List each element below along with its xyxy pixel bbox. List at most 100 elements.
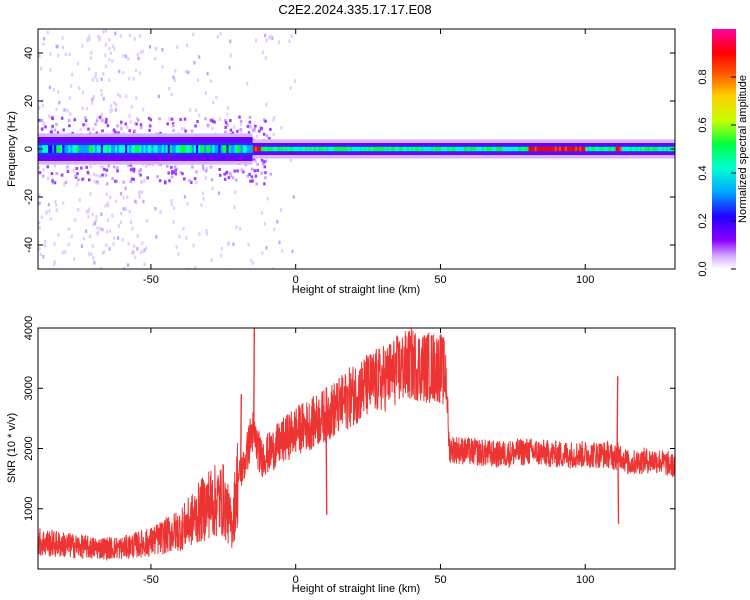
spectrogram-speckle — [182, 177, 186, 181]
spectrogram-speckle — [229, 128, 233, 132]
spectrogram-speckle — [56, 131, 60, 135]
spectrogram-speckle — [176, 45, 179, 49]
spectrogram-speckle — [211, 126, 214, 131]
band-core — [273, 146, 276, 152]
spectrogram-speckle — [278, 240, 281, 245]
spectrogram-speckle — [189, 108, 192, 112]
band-core — [125, 145, 128, 153]
band-core — [530, 146, 533, 152]
band-core — [564, 146, 568, 152]
spectrogram-speckle — [103, 167, 106, 171]
band-core — [404, 146, 408, 152]
band-core — [427, 146, 430, 152]
band-core — [98, 145, 102, 153]
spectrogram-speckle — [81, 90, 84, 95]
spectrogram-speckle — [289, 158, 293, 163]
band-core — [459, 146, 462, 152]
spectrogram-speckle — [76, 172, 79, 176]
band-core — [187, 145, 191, 153]
spectrogram-speckle — [53, 128, 57, 132]
band-core — [82, 145, 85, 153]
spectrogram-speckle — [256, 169, 259, 173]
spectrogram-speckle — [104, 64, 108, 69]
spectrogram-speckle — [229, 39, 232, 43]
spectrogram-speckle — [116, 124, 119, 128]
spectrogram-speckle — [101, 251, 105, 255]
band-core — [210, 145, 213, 153]
band-core — [496, 146, 499, 152]
spectrogram-speckle — [129, 180, 133, 184]
band-core — [548, 146, 551, 152]
spectrogram-speckle — [104, 204, 107, 208]
band-core — [325, 146, 329, 152]
spectrogram-speckle — [119, 122, 123, 126]
spectrogram-speckle — [43, 243, 46, 248]
band-core — [394, 146, 397, 152]
band-core — [46, 145, 49, 153]
spectrogram-speckle — [224, 125, 227, 129]
band-core — [650, 146, 653, 152]
band-core — [112, 145, 116, 153]
spectrogram-speckle — [62, 128, 65, 132]
spectrogram-speckle — [104, 43, 107, 47]
band-core — [335, 146, 339, 152]
spectrogram-speckle — [100, 165, 103, 169]
spectrogram-speckle — [265, 102, 268, 107]
band-core — [78, 145, 81, 153]
band-core — [552, 146, 556, 152]
band-core — [151, 145, 154, 153]
band-core — [607, 146, 610, 152]
band-core — [293, 146, 296, 152]
spectrogram-speckle — [204, 169, 208, 173]
spectrogram-speckle — [60, 116, 64, 120]
band-core — [185, 145, 189, 153]
spectrogram-speckle — [158, 117, 161, 121]
spectrogram-speckle — [159, 210, 162, 214]
band-core — [494, 146, 497, 152]
band-core — [42, 145, 45, 153]
spectrogram-ylabel: Frequency (Hz) — [6, 111, 18, 187]
spectrogram-speckle — [87, 214, 90, 219]
band-core — [139, 145, 142, 153]
spectrogram-speckle — [73, 118, 76, 122]
spectrogram-speckle — [280, 126, 283, 130]
spectrogram-speckle — [252, 157, 256, 161]
spectrogram-speckle — [75, 182, 78, 187]
band-core — [222, 145, 225, 153]
band-core — [483, 146, 487, 152]
spectrogram-speckle — [251, 128, 255, 132]
spectrogram-speckle — [246, 124, 250, 128]
spectrogram-speckle — [107, 164, 110, 168]
spectrogram-speckle — [114, 199, 118, 204]
spectrogram-speckle — [111, 44, 115, 49]
spectrogram-speckle — [98, 174, 101, 178]
band-core — [258, 146, 262, 152]
spectrogram-speckle — [38, 54, 41, 58]
spectrogram-speckle — [95, 173, 98, 178]
band-core — [516, 146, 519, 152]
spectrogram-speckle — [223, 177, 227, 181]
spectrogram-speckle — [66, 169, 70, 173]
band-core — [315, 146, 318, 152]
band-core — [244, 145, 247, 153]
spectrogram-speckle — [256, 162, 259, 166]
spectrogram-speckle — [87, 127, 90, 131]
band-core — [542, 146, 545, 152]
spectrogram-speckle — [128, 33, 132, 38]
colorbar-ticks: 0.0 0.2 0.4 0.6 0.8 — [697, 69, 736, 277]
spectrogram-speckle — [122, 54, 125, 58]
spectrogram-speckle — [161, 48, 164, 52]
band-core — [581, 146, 584, 152]
band-core — [585, 146, 588, 152]
band-core — [583, 146, 586, 152]
spectrogram-speckle — [136, 247, 139, 251]
band-core — [366, 146, 369, 152]
spectrogram-speckle — [132, 167, 136, 171]
band-core — [629, 146, 633, 152]
spectrogram-speckle — [43, 37, 46, 41]
band-core — [597, 146, 600, 152]
spectrogram-speckle — [116, 92, 120, 97]
spectrogram-speckle — [128, 114, 131, 118]
spectrogram-speckle — [239, 122, 242, 127]
band-core — [621, 146, 624, 152]
